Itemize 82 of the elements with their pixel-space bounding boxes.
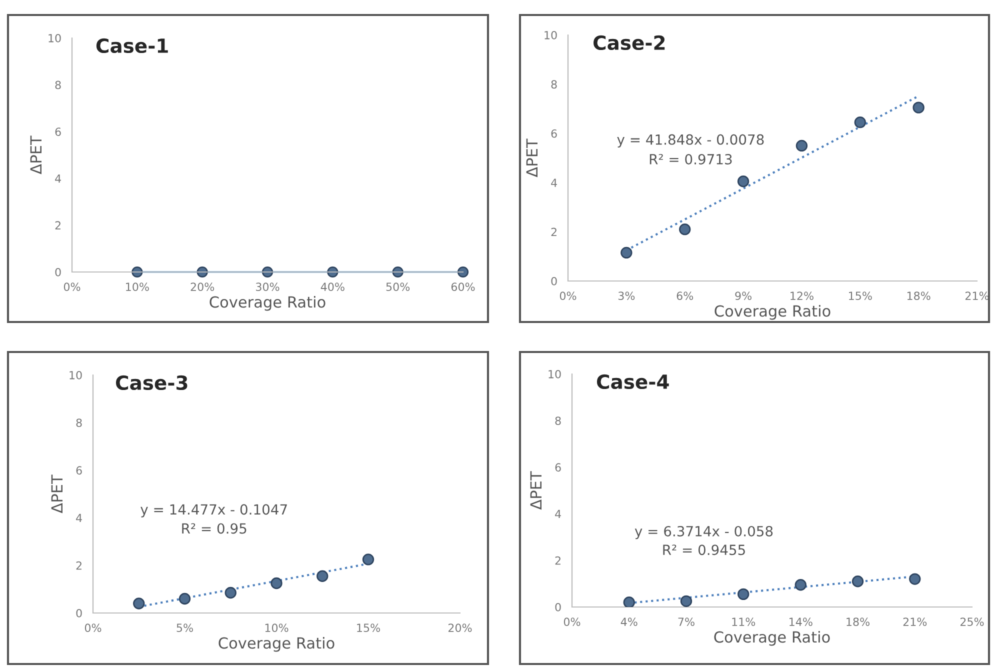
x-tick-label: 5%: [176, 624, 193, 632]
y-axis-title: ΔPET: [526, 138, 538, 178]
y-tick-label: 2: [55, 221, 60, 230]
x-tick-label: 20%: [190, 282, 214, 292]
x-axis-title: Coverage Ratio: [218, 636, 334, 652]
x-tick-label: 10%: [265, 624, 288, 632]
y-tick-label: 6: [551, 129, 557, 138]
y-tick-label: 2: [555, 556, 560, 565]
y-tick-label: 8: [76, 418, 82, 427]
point: [316, 570, 328, 582]
annotation: R² = 0.9713: [650, 154, 732, 164]
point: [679, 223, 691, 236]
chart-title: Case-2: [594, 35, 665, 50]
annotation: R² = 0.95: [182, 523, 246, 534]
y-tick-label: 6: [76, 466, 82, 475]
annotation: y = 41.848x - 0.0078: [617, 134, 764, 148]
x-tick-label: 12%: [790, 292, 814, 300]
y-tick-label: 0: [551, 276, 557, 286]
x-tick-label: 7%: [678, 618, 694, 626]
y-axis-title: ΔPET: [51, 474, 62, 514]
x-tick-label: 60%: [451, 282, 475, 292]
y-tick-label: 4: [551, 178, 557, 187]
x-tick-label: 21%: [903, 618, 927, 626]
point: [133, 598, 145, 610]
point: [224, 586, 236, 599]
chart-title: Case-3: [116, 375, 188, 390]
x-tick-label: 0%: [84, 624, 102, 632]
y-tick-label: 0: [55, 268, 61, 276]
x-tick-label: 9%: [735, 292, 752, 300]
y-tick-label: 4: [555, 510, 561, 518]
x-tick-label: 3%: [618, 292, 635, 300]
chart-title: Case-4: [596, 374, 669, 390]
y-tick-label: 2: [76, 561, 82, 570]
y-tick-label: 0: [76, 608, 82, 618]
point: [270, 577, 282, 590]
x-tick-label: 10%: [126, 282, 149, 292]
point: [737, 176, 750, 188]
x-axis-title: Coverage Ratio: [714, 630, 830, 646]
x-axis-title: Coverage Ratio: [210, 296, 326, 311]
x-tick-label: 0%: [64, 282, 80, 292]
y-tick-label: 4: [55, 174, 61, 183]
x-tick-label: 4%: [620, 618, 638, 626]
y-axis-title: ΔPET: [530, 471, 542, 510]
x-tick-label: 0%: [560, 292, 576, 300]
y-tick-label: 8: [555, 416, 561, 425]
x-tick-label: 20%: [448, 624, 472, 632]
y-tick-label: 0: [555, 602, 561, 612]
y-tick-label: 6: [555, 463, 561, 472]
y-tick-label: 8: [551, 80, 557, 89]
y-tick-label: 4: [76, 514, 82, 522]
x-tick-label: 21%: [965, 292, 989, 300]
x-tick-label: 15%: [357, 624, 380, 632]
x-tick-label: 15%: [849, 292, 872, 300]
x-tick-label: 18%: [846, 618, 870, 626]
point: [620, 246, 632, 259]
y-tick-label: 8: [55, 80, 61, 90]
x-tick-label: 0%: [564, 618, 580, 626]
chart-title: Case-1: [96, 38, 168, 54]
y-axis-title: ΔPET: [30, 136, 42, 174]
y-tick-label: 10: [544, 30, 557, 40]
annotation: R² = 0.9455: [663, 544, 745, 556]
y-tick-label: 10: [548, 370, 561, 378]
x-tick-label: 11%: [732, 618, 756, 626]
y-tick-label: 2: [551, 228, 556, 236]
point: [854, 116, 866, 128]
x-tick-label: 14%: [790, 618, 812, 626]
x-tick-label: 30%: [256, 282, 280, 292]
y-tick-label: 6: [55, 128, 61, 136]
point: [796, 140, 808, 152]
y-tick-label: 10: [70, 370, 82, 380]
x-axis-title: Coverage Ratio: [714, 304, 830, 320]
x-tick-label: 25%: [960, 618, 984, 626]
x-tick-label: 40%: [320, 282, 344, 292]
y-tick-label: 10: [48, 34, 61, 42]
point: [178, 592, 191, 605]
x-tick-label: 18%: [907, 292, 930, 300]
point: [362, 554, 374, 566]
point: [912, 102, 924, 114]
x-tick-label: 6%: [676, 292, 694, 300]
x-tick-label: 50%: [386, 282, 410, 292]
annotation: y = 14.477x - 0.1047: [140, 504, 287, 518]
annotation: y = 6.3714x - 0.058: [634, 526, 773, 540]
